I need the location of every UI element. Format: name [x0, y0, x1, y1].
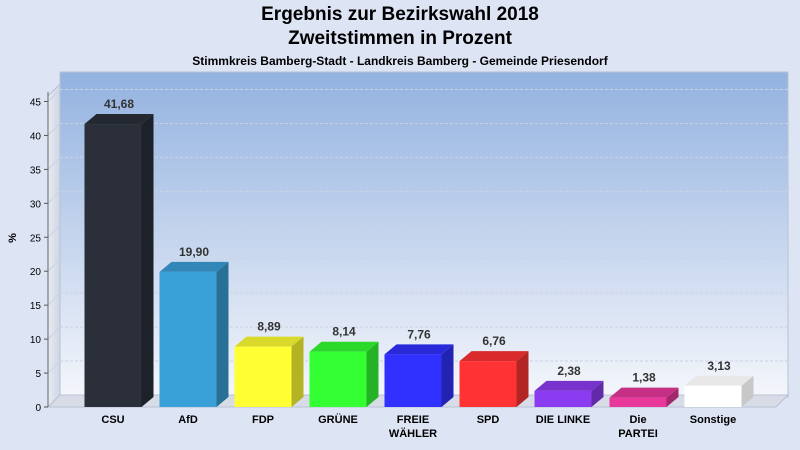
data-label: 6,76 — [482, 334, 506, 348]
x-tick-label: GRÜNE — [318, 413, 358, 426]
bar — [384, 354, 442, 407]
bar-side — [741, 375, 754, 407]
x-tick-label: FREIE — [397, 414, 429, 426]
bar-side — [516, 351, 529, 407]
y-tick-label: 15 — [30, 301, 42, 312]
x-tick-label: Sonstige — [690, 414, 736, 426]
x-tick-label: AfD — [178, 414, 198, 426]
bar-side — [591, 380, 604, 407]
gridline-side — [47, 190, 61, 204]
x-tick-label: CSU — [101, 414, 124, 426]
bar-top — [609, 387, 679, 398]
y-tick-label: 5 — [35, 369, 41, 380]
y-tick-label: 30 — [30, 199, 42, 210]
y-tick-label: 10 — [30, 335, 42, 346]
data-label: 7,76 — [407, 327, 431, 341]
bar-side — [216, 261, 229, 407]
gridline-side — [47, 326, 61, 340]
bar-top — [309, 341, 379, 352]
bar-top — [459, 351, 529, 362]
bar-top — [534, 380, 604, 391]
y-tick-label: 35 — [30, 165, 42, 176]
gridline-side — [47, 360, 61, 374]
x-tick-label: FDP — [252, 414, 274, 426]
bar-side — [666, 387, 679, 407]
bar — [159, 271, 217, 407]
bar-top — [234, 336, 304, 347]
gridline-side — [47, 258, 61, 272]
data-label: 41,68 — [104, 97, 134, 111]
bar-side — [291, 336, 304, 407]
x-tick-label: DIE LINKE — [536, 414, 590, 426]
bar-top — [84, 114, 154, 125]
y-tick-label: 45 — [30, 98, 42, 109]
bar — [234, 346, 292, 407]
gridline-side — [47, 123, 61, 136]
data-label: 8,14 — [332, 325, 356, 339]
gridline-side — [47, 157, 61, 170]
data-label: 19,90 — [179, 245, 209, 259]
chart-subtitle: Zweitstimmen in Prozent — [288, 28, 512, 49]
y-tick-label: 20 — [30, 267, 42, 278]
data-label: 1,38 — [632, 371, 656, 385]
x-tick-label: SPD — [477, 414, 500, 426]
gridline-side — [47, 89, 61, 102]
bar — [684, 385, 742, 407]
bar-top — [384, 344, 454, 355]
x-tick-label: Die — [629, 414, 646, 426]
data-label: 8,89 — [257, 320, 281, 334]
bar — [459, 361, 517, 407]
bar-side — [441, 344, 454, 407]
y-tick-label: 0 — [35, 403, 41, 414]
x-tick-label: PARTEI — [618, 428, 658, 440]
bar-top — [684, 375, 754, 386]
x-tick-label: WÄHLER — [389, 427, 437, 440]
y-tick-label: 40 — [30, 131, 42, 142]
y-tick-label: 25 — [30, 233, 42, 244]
bar-top — [159, 261, 229, 272]
bar — [84, 124, 142, 407]
bar-side — [366, 341, 379, 407]
bar — [309, 351, 367, 407]
chart-title: Ergebnis zur Bezirkswahl 2018 — [261, 4, 539, 25]
gridline-side — [47, 292, 61, 306]
bar-side — [141, 114, 154, 407]
data-label: 2,38 — [557, 364, 581, 378]
gridline-side — [47, 224, 61, 238]
chart-caption: Stimmkreis Bamberg-Stadt - Landkreis Bam… — [192, 54, 608, 68]
bar — [534, 390, 592, 407]
data-label: 3,13 — [707, 359, 731, 373]
plot-side-wall — [47, 82, 61, 409]
bar — [609, 397, 667, 407]
